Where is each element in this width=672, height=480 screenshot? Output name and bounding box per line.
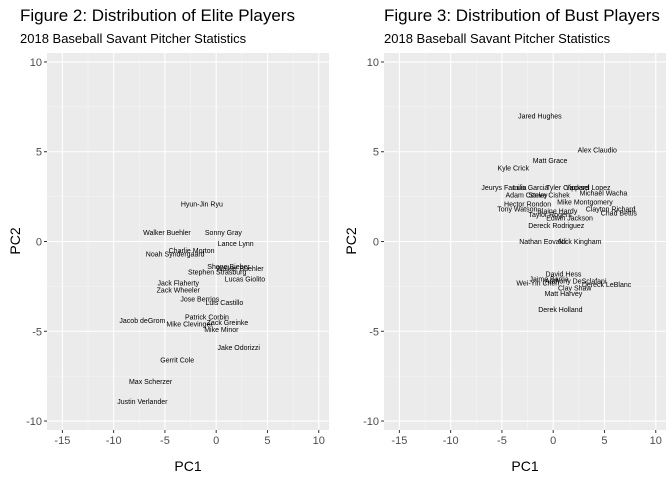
x-tick-label: -5 <box>160 435 170 447</box>
point-label: Matt Harvey <box>545 291 583 298</box>
point-label: Hector Rondon <box>504 201 551 208</box>
y-tick-label: -5 <box>32 326 42 338</box>
elite-players-chart: Figure 2: Distribution of Elite Players … <box>7 6 329 474</box>
point-label: Jacob deGrom <box>119 318 165 325</box>
x-tick-label: 10 <box>313 435 325 447</box>
y-tick-label: 5 <box>373 147 379 159</box>
point-label: Tony Watson <box>497 207 537 214</box>
chart-title: Figure 2: Distribution of Elite Players <box>20 6 295 25</box>
y-axis-ticks: -10 -5 0 5 10 <box>363 57 384 428</box>
point-label: Mike Clevinger <box>166 322 213 329</box>
point-label: Noah Syndergaard <box>146 252 205 259</box>
x-tick-label: -10 <box>106 435 122 447</box>
point-label: Mike Minor <box>204 327 239 334</box>
point-label: Luis Garcia <box>513 185 549 192</box>
x-tick-label: 0 <box>550 435 556 447</box>
point-label: Blaine Hardy <box>537 208 578 215</box>
point-label: Gerrit Cole <box>160 357 194 364</box>
point-label: Alex Claudio <box>578 147 617 154</box>
x-axis-ticks: -15 -10 -5 0 5 10 <box>54 430 325 447</box>
major-grid <box>384 53 666 430</box>
point-label: Lucas Giolito <box>225 277 266 284</box>
point-label: Justin Verlander <box>117 399 168 406</box>
y-tick-label: -10 <box>26 416 42 428</box>
point-label: Walker Buehler <box>216 266 264 273</box>
point-label: Anthony DeSclafani <box>545 278 607 285</box>
x-tick-label: -10 <box>443 435 459 447</box>
point-label: Jose Berrios <box>180 296 219 303</box>
point-label: Charlie Morton <box>169 248 215 255</box>
y-axis-title: PC2 <box>7 227 23 254</box>
y-tick-label: 5 <box>36 147 42 159</box>
point-label: Adam Conley <box>506 192 549 199</box>
point-label: Chad Bettis <box>601 210 638 217</box>
chart-subtitle: 2018 Baseball Savant Pitcher Statistics <box>384 31 611 46</box>
point-label: Tyler Clippard <box>546 185 589 192</box>
point-label: Jack Flaherty <box>157 280 199 287</box>
x-tick-label: 0 <box>213 435 219 447</box>
y-tick-label: -5 <box>369 326 379 338</box>
point-label: Zack Wheeler <box>157 287 201 294</box>
point-label: Nick Kingham <box>558 239 601 246</box>
chart-title: Figure 3: Distribution of Bust Players <box>384 6 660 25</box>
x-tick-label: 5 <box>601 435 607 447</box>
x-axis-title: PC1 <box>511 458 538 474</box>
point-label: Walker Buehler <box>143 230 191 237</box>
point-label: Taylor Rogers <box>529 212 573 219</box>
point-label: Clayton Richard <box>586 207 636 214</box>
x-axis-title: PC1 <box>174 458 201 474</box>
point-label: Edwin Jackson <box>546 216 593 223</box>
point-label: Matt Grace <box>533 158 568 165</box>
y-tick-label: 0 <box>36 237 42 249</box>
point-label: Jeurys Familia <box>481 185 526 192</box>
point-label: Sonny Gray <box>205 230 242 237</box>
point-labels: Jared Hughes Alex Claudio Matt Grace Kyle C… <box>481 113 637 314</box>
point-label: David Hess <box>546 271 582 278</box>
point-label: Luis Castillo <box>206 300 244 307</box>
point-label: Max Scherzer <box>129 379 173 386</box>
point-label: Patrick Corbin <box>185 314 229 321</box>
point-label: Jaime Barria <box>529 277 568 284</box>
point-label: Derek Holland <box>538 307 582 314</box>
point-label: Yacksel Lopez <box>566 185 612 192</box>
y-tick-label: 10 <box>367 57 379 69</box>
point-label: Stephen Strasburg <box>188 270 246 277</box>
point-label: Jake Odorizzi <box>218 345 261 352</box>
x-tick-label: -15 <box>54 435 70 447</box>
point-label: Hyun-Jin Ryu <box>181 201 223 208</box>
point-label: Shane Bieber <box>207 264 250 271</box>
x-tick-label: 10 <box>650 435 662 447</box>
point-labels: Hyun-Jin Ryu Walker Buehler Sonny Gray Lanc… <box>117 201 265 405</box>
point-label: Kyle Crick <box>497 165 529 172</box>
x-tick-label: -15 <box>391 435 407 447</box>
point-label: Wei-Yin Chen <box>516 280 559 287</box>
point-label: Dereck LeBlanc <box>582 282 632 289</box>
y-tick-label: 10 <box>30 57 42 69</box>
x-axis-ticks: -15 -10 -5 0 5 10 <box>391 430 662 447</box>
major-grid <box>47 53 329 430</box>
point-label: Jared Hughes <box>518 113 562 120</box>
y-axis-ticks: -10 -5 0 5 10 <box>26 57 47 428</box>
point-label: Steve Cishek <box>528 192 570 199</box>
y-axis-title: PC2 <box>343 227 359 254</box>
x-tick-label: -5 <box>497 435 507 447</box>
point-label: Nathan Eovaldi <box>519 239 567 246</box>
y-tick-label: 0 <box>373 237 379 249</box>
point-label: Mike Montgomery <box>557 200 613 207</box>
point-label: Zack Greinke <box>207 320 249 327</box>
chart-subtitle: 2018 Baseball Savant Pitcher Statistics <box>20 31 247 46</box>
point-label: Michael Wacha <box>580 191 628 198</box>
point-label: Clay Shaw <box>558 286 592 293</box>
y-tick-label: -10 <box>363 416 379 428</box>
x-tick-label: 5 <box>264 435 270 447</box>
bust-players-chart: Figure 3: Distribution of Bust Players 2… <box>343 6 666 474</box>
point-label: Lance Lynn <box>218 241 254 248</box>
point-label: Dereck Rodriguez <box>528 223 585 230</box>
